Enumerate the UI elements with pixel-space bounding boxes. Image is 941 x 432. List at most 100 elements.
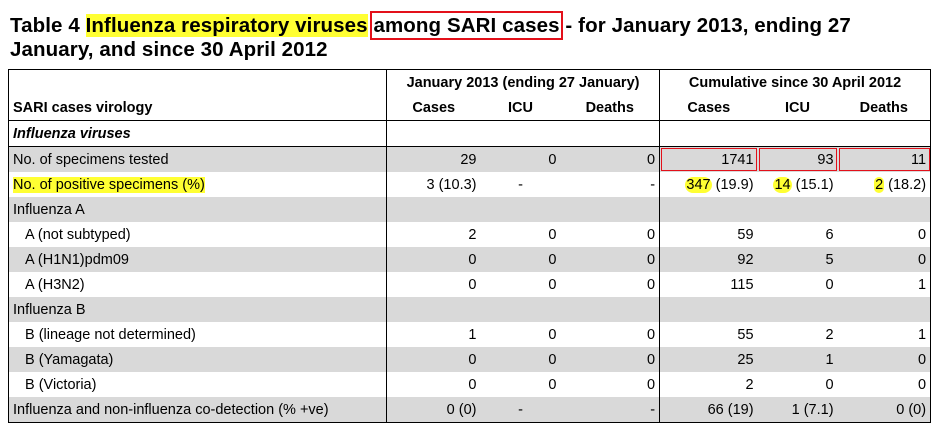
table-row: A (H3N2) 0 0 0 115 0 1 xyxy=(8,272,932,297)
cell-jan-icu: 0 xyxy=(548,376,557,393)
row-label: No. of specimens tested xyxy=(8,146,387,172)
percent: (19.9) xyxy=(711,176,754,193)
cell-cum-cases: 347 (19.9) xyxy=(659,172,758,197)
highlight-count: 347 xyxy=(685,176,712,193)
cell-jan-deaths: 0 xyxy=(646,226,656,243)
percent: (18.2) xyxy=(884,176,927,193)
row-label: Influenza B xyxy=(8,297,387,322)
cell-jan-deaths: 0 xyxy=(646,276,656,293)
cell-jan-deaths: 0 xyxy=(560,247,660,272)
cell-cum-cases: 1741 xyxy=(659,146,758,172)
cell-jan-deaths: 0 xyxy=(560,146,660,172)
cell-cum-icu: 1 (7.1) xyxy=(757,397,838,423)
cell-jan-icu: - xyxy=(518,176,523,193)
cell-jan-cases: 0 xyxy=(386,347,481,372)
title-highlight: Influenza respiratory viruses xyxy=(85,14,368,37)
table-title: Table 4 Influenza respiratory viruses am… xyxy=(10,11,935,62)
cell-cum-deaths: 11 xyxy=(837,146,932,172)
section-row: Influenza viruses xyxy=(8,120,932,147)
cell-cum-deaths: 0 xyxy=(837,347,932,372)
row-label: B (lineage not determined) xyxy=(8,322,387,347)
cell-cum-icu: 5 xyxy=(757,247,838,272)
cell-jan-deaths: 0 xyxy=(646,326,656,343)
table-row: Influenza B xyxy=(8,297,932,322)
table-row: No. of specimens tested 29 0 0 1741 93 1… xyxy=(8,146,932,172)
header-cum-deaths: Deaths xyxy=(837,95,932,121)
title-boxed: among SARI cases xyxy=(370,11,563,40)
group-header-cumulative: Cumulative since 30 April 2012 xyxy=(659,69,932,95)
cell-jan-deaths: - xyxy=(560,397,660,423)
cell-cum-icu: 2 xyxy=(825,326,834,343)
percent: (15.1) xyxy=(791,176,834,193)
row-label: B (Victoria) xyxy=(8,372,387,397)
cell-jan-cases: 0 xyxy=(386,372,481,397)
row-label: A (not subtyped) xyxy=(8,222,387,247)
row-label: Influenza A xyxy=(8,197,387,222)
cell-jan-icu: - xyxy=(480,397,561,423)
cell-jan-deaths: 0 xyxy=(560,347,660,372)
cell-cum-deaths: 2 (18.2) xyxy=(837,172,932,197)
cell-cum-deaths: 0 xyxy=(837,222,932,247)
cell-cum-cases: 2 xyxy=(659,372,758,397)
table-row: Influenza A xyxy=(8,197,932,222)
cell-jan-cases: 2 xyxy=(386,222,481,247)
table-row: B (lineage not determined) 1 0 0 55 2 1 xyxy=(8,322,932,347)
header-cum-cases: Cases xyxy=(659,95,758,121)
cell-cum-deaths: 0 (0) xyxy=(837,397,932,423)
cell-cum-deaths: 0 xyxy=(837,372,932,397)
cell-jan-cases: 0 xyxy=(386,272,481,297)
header-cum-icu: ICU xyxy=(757,95,838,121)
cell-jan-deaths: - xyxy=(650,176,656,193)
title-prefix: Table 4 xyxy=(10,14,86,37)
cell-cum-icu: 14 (15.1) xyxy=(758,172,838,197)
cell-cum-cases: 115 xyxy=(659,272,758,297)
table-row: B (Victoria) 0 0 0 2 0 0 xyxy=(8,372,932,397)
cell-jan-icu: 0 xyxy=(480,247,561,272)
row-label: A (H1N1)pdm09 xyxy=(8,247,387,272)
cell-jan-icu: 0 xyxy=(548,326,557,343)
cell-cum-icu: 0 xyxy=(825,376,834,393)
row-label: B (Yamagata) xyxy=(8,347,387,372)
cell-jan-cases: 0 xyxy=(386,247,481,272)
cell-jan-icu: 0 xyxy=(548,276,557,293)
section-label: Influenza viruses xyxy=(8,120,387,147)
row-label: A (H3N2) xyxy=(8,272,387,297)
table-row: B (Yamagata) 0 0 0 25 1 0 xyxy=(8,347,932,372)
cell-cum-deaths: 1 xyxy=(837,322,932,347)
row-label: Influenza and non-influenza co-detection… xyxy=(8,397,387,423)
cell-jan-cases: 1 xyxy=(386,322,481,347)
row-label: No. of positive specimens (%) xyxy=(8,172,387,197)
column-header-row: SARI cases virology Cases ICU Deaths Cas… xyxy=(8,95,932,121)
highlight-count: 2 xyxy=(874,176,885,193)
cell-cum-cases: 55 xyxy=(659,322,758,347)
row-label-header: SARI cases virology xyxy=(8,95,387,121)
title-suffix: - for January 2013, ending 27 January, a… xyxy=(10,14,851,61)
cell-jan-icu: 0 xyxy=(480,146,561,172)
cell-cum-deaths: 0 xyxy=(837,247,932,272)
cell-jan-icu: 0 xyxy=(548,226,557,243)
cell-cum-deaths: 1 xyxy=(837,272,932,297)
header-jan-cases: Cases xyxy=(386,95,481,121)
header-jan-icu: ICU xyxy=(480,95,561,121)
cell-cum-cases: 66 (19) xyxy=(659,397,758,423)
cell-cum-icu: 93 xyxy=(757,146,838,172)
table-row: A (H1N1)pdm09 0 0 0 92 5 0 xyxy=(8,247,932,272)
virology-table: January 2013 (ending 27 January) Cumulat… xyxy=(8,69,932,423)
cell-jan-icu: 0 xyxy=(480,347,561,372)
cell-jan-cases: 29 xyxy=(386,146,481,172)
header-jan-deaths: Deaths xyxy=(560,95,660,121)
group-header-row: January 2013 (ending 27 January) Cumulat… xyxy=(8,69,932,95)
cell-cum-cases: 25 xyxy=(659,347,758,372)
table-row: A (not subtyped) 2 0 0 59 6 0 xyxy=(8,222,932,247)
cell-cum-cases: 92 xyxy=(659,247,758,272)
cell-cum-icu: 6 xyxy=(825,226,834,243)
table-row: Influenza and non-influenza co-detection… xyxy=(8,397,932,423)
cell-jan-cases: 0 (0) xyxy=(386,397,481,423)
highlight-count: 14 xyxy=(773,176,792,193)
group-header-january: January 2013 (ending 27 January) xyxy=(385,69,660,95)
table-row: No. of positive specimens (%) 3 (10.3) -… xyxy=(8,172,932,197)
cell-jan-deaths: 0 xyxy=(646,376,656,393)
row-label-highlight: No. of positive specimens (%) xyxy=(13,176,205,193)
cell-cum-icu: 0 xyxy=(825,276,834,293)
cell-cum-icu: 1 xyxy=(757,347,838,372)
